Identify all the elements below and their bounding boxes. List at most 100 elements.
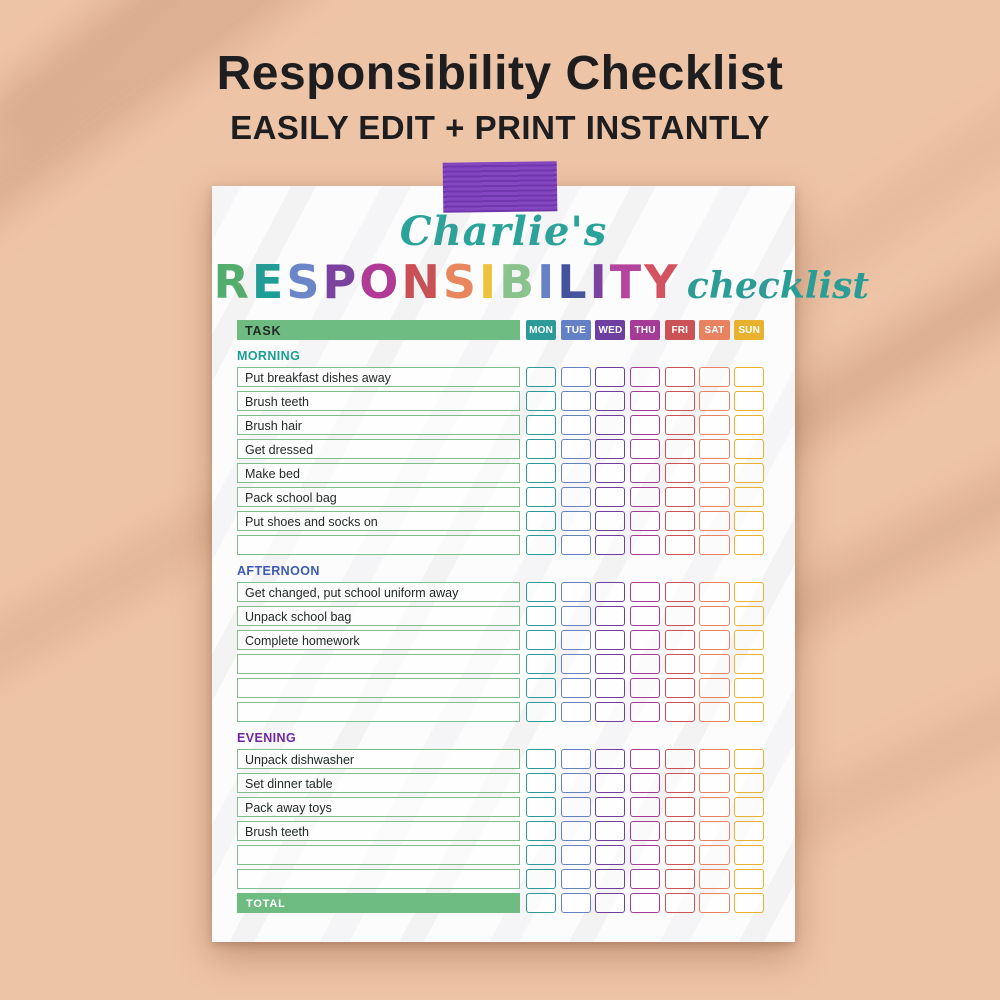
checkbox-mon[interactable] — [526, 678, 557, 698]
checkbox-tue[interactable] — [560, 582, 591, 602]
checkbox-fri[interactable] — [664, 749, 695, 769]
checkbox-wed[interactable] — [595, 487, 626, 507]
checkbox-wed[interactable] — [595, 893, 626, 913]
task-cell[interactable] — [237, 845, 520, 865]
checkbox-sat[interactable] — [699, 821, 730, 841]
checkbox-sat[interactable] — [699, 630, 730, 650]
checkbox-thu[interactable] — [630, 463, 661, 483]
checkbox-sun[interactable] — [734, 845, 765, 865]
checkbox-mon[interactable] — [526, 702, 557, 722]
checkbox-thu[interactable] — [630, 606, 661, 626]
checkbox-fri[interactable] — [664, 869, 695, 889]
checkbox-sun[interactable] — [734, 797, 765, 817]
checkbox-wed[interactable] — [595, 678, 626, 698]
checkbox-fri[interactable] — [664, 463, 695, 483]
checkbox-fri[interactable] — [664, 702, 695, 722]
checkbox-fri[interactable] — [664, 511, 695, 531]
checkbox-thu[interactable] — [630, 391, 661, 411]
checkbox-fri[interactable] — [664, 797, 695, 817]
checkbox-sat[interactable] — [699, 439, 730, 459]
checkbox-sat[interactable] — [699, 511, 730, 531]
checkbox-sun[interactable] — [734, 773, 765, 793]
checkbox-thu[interactable] — [630, 845, 661, 865]
checkbox-thu[interactable] — [630, 797, 661, 817]
checkbox-tue[interactable] — [560, 511, 591, 531]
checkbox-wed[interactable] — [595, 415, 626, 435]
checkbox-sat[interactable] — [699, 869, 730, 889]
checkbox-mon[interactable] — [526, 749, 557, 769]
task-cell[interactable]: Complete homework — [237, 630, 520, 650]
checkbox-fri[interactable] — [664, 367, 695, 387]
checkbox-tue[interactable] — [560, 487, 591, 507]
checkbox-thu[interactable] — [630, 535, 661, 555]
checkbox-tue[interactable] — [560, 869, 591, 889]
checkbox-sun[interactable] — [734, 821, 765, 841]
checkbox-thu[interactable] — [630, 821, 661, 841]
task-cell[interactable]: Get dressed — [237, 439, 520, 459]
checkbox-tue[interactable] — [560, 391, 591, 411]
checkbox-tue[interactable] — [560, 463, 591, 483]
checkbox-thu[interactable] — [630, 893, 661, 913]
checkbox-wed[interactable] — [595, 582, 626, 602]
checkbox-tue[interactable] — [560, 535, 591, 555]
checkbox-mon[interactable] — [526, 797, 557, 817]
checkbox-thu[interactable] — [630, 511, 661, 531]
checkbox-fri[interactable] — [664, 821, 695, 841]
checkbox-tue[interactable] — [560, 797, 591, 817]
checkbox-mon[interactable] — [526, 463, 557, 483]
checkbox-fri[interactable] — [664, 893, 695, 913]
checkbox-sun[interactable] — [734, 463, 765, 483]
checkbox-sat[interactable] — [699, 391, 730, 411]
checkbox-mon[interactable] — [526, 773, 557, 793]
checkbox-wed[interactable] — [595, 391, 626, 411]
checkbox-sat[interactable] — [699, 535, 730, 555]
checkbox-wed[interactable] — [595, 606, 626, 626]
checkbox-wed[interactable] — [595, 869, 626, 889]
checkbox-thu[interactable] — [630, 678, 661, 698]
checkbox-fri[interactable] — [664, 630, 695, 650]
checkbox-sat[interactable] — [699, 749, 730, 769]
checkbox-wed[interactable] — [595, 439, 626, 459]
checkbox-sun[interactable] — [734, 439, 765, 459]
task-cell[interactable] — [237, 869, 520, 889]
checkbox-fri[interactable] — [664, 654, 695, 674]
checkbox-thu[interactable] — [630, 702, 661, 722]
checkbox-wed[interactable] — [595, 773, 626, 793]
checkbox-tue[interactable] — [560, 702, 591, 722]
checkbox-sat[interactable] — [699, 893, 730, 913]
checkbox-wed[interactable] — [595, 654, 626, 674]
checkbox-sat[interactable] — [699, 367, 730, 387]
checkbox-sat[interactable] — [699, 606, 730, 626]
checkbox-sat[interactable] — [699, 487, 730, 507]
checkbox-tue[interactable] — [560, 749, 591, 769]
checkbox-wed[interactable] — [595, 535, 626, 555]
checkbox-mon[interactable] — [526, 606, 557, 626]
checkbox-mon[interactable] — [526, 654, 557, 674]
checkbox-thu[interactable] — [630, 773, 661, 793]
checkbox-thu[interactable] — [630, 582, 661, 602]
checkbox-fri[interactable] — [664, 582, 695, 602]
checkbox-wed[interactable] — [595, 797, 626, 817]
task-cell[interactable]: Put breakfast dishes away — [237, 367, 520, 387]
checkbox-tue[interactable] — [560, 773, 591, 793]
checkbox-sun[interactable] — [734, 678, 765, 698]
checkbox-sat[interactable] — [699, 845, 730, 865]
checkbox-tue[interactable] — [560, 654, 591, 674]
checkbox-sun[interactable] — [734, 606, 765, 626]
checkbox-wed[interactable] — [595, 821, 626, 841]
checkbox-thu[interactable] — [630, 439, 661, 459]
checkbox-mon[interactable] — [526, 415, 557, 435]
task-cell[interactable]: Pack school bag — [237, 487, 520, 507]
checkbox-fri[interactable] — [664, 535, 695, 555]
checkbox-sat[interactable] — [699, 678, 730, 698]
checkbox-mon[interactable] — [526, 367, 557, 387]
checkbox-wed[interactable] — [595, 749, 626, 769]
task-cell[interactable]: Unpack dishwasher — [237, 749, 520, 769]
task-cell[interactable] — [237, 678, 520, 698]
checkbox-tue[interactable] — [560, 845, 591, 865]
checkbox-thu[interactable] — [630, 654, 661, 674]
checkbox-tue[interactable] — [560, 893, 591, 913]
task-cell[interactable]: Brush teeth — [237, 821, 520, 841]
checkbox-sat[interactable] — [699, 654, 730, 674]
checkbox-wed[interactable] — [595, 463, 626, 483]
